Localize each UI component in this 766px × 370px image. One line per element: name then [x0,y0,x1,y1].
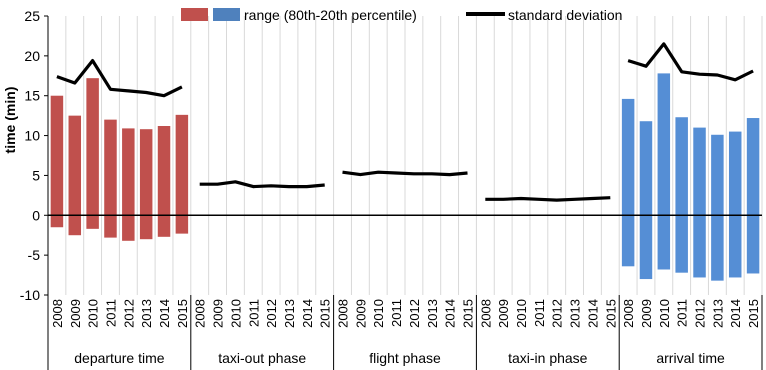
range-bar [122,128,135,241]
std-dev-line [485,196,611,202]
y-tick-label: 0 [32,207,40,223]
range-bar [104,119,117,238]
y-tick-label: -10 [20,287,40,303]
y-tick-label: 5 [32,167,40,183]
year-label: 2013 [282,299,297,328]
year-label: 2008 [50,299,65,328]
range-bar [621,98,635,267]
group-label: taxi-out phase [218,350,306,366]
range-bar [50,95,64,228]
range-bar [68,115,82,236]
year-label: 2010 [514,299,529,328]
group-label: departure time [74,350,164,366]
year-label: 2009 [68,299,83,328]
gridlines [47,16,763,295]
y-tick-label: 20 [24,48,40,64]
range-bars [50,73,760,281]
legend-range-label: range (80th-20th percentile) [244,7,417,23]
range-bar [86,78,99,229]
range-bar [639,121,653,280]
range-bar [746,118,760,274]
year-label: 2014 [443,299,458,328]
std-dev-line [627,42,754,82]
year-label: 2008 [478,299,493,328]
year-label: 2015 [603,299,618,328]
year-label: 2015 [461,299,476,328]
year-label: 2015 [318,299,333,328]
y-tick-label: 25 [24,8,40,24]
year-label: 2013 [425,299,440,328]
year-label: 2011 [104,299,119,327]
year-label: 2012 [550,299,565,328]
group-label: taxi-in phase [508,350,588,366]
year-label: 2008 [336,299,351,328]
year-label: 2012 [407,299,422,328]
legend-range-swatch-red [181,8,208,21]
year-label: 2014 [157,299,172,328]
range-bar [675,117,688,273]
year-label: 2011 [532,299,547,327]
year-label: 2012 [693,299,708,328]
x-axis: 2008 2009 2010 2011 2012 2013 2014 2015departur… [47,295,763,370]
year-label: 2010 [86,299,101,328]
year-label: 2009 [639,299,654,328]
year-label: 2009 [353,299,368,328]
year-label: 2015 [746,299,761,328]
range-bar [157,126,171,237]
group-label: flight phase [369,350,441,366]
y-axis: -10 -5 0 5 10 15 20 25 [20,8,49,303]
y-tick-label: 15 [24,88,40,104]
year-label: 2010 [371,299,386,328]
range-bar [657,73,671,270]
year-label: 2013 [710,299,725,328]
year-label: 2009 [496,299,511,328]
std-dev-line [56,58,183,98]
year-label: 2012 [121,299,136,328]
legend-range-swatch-blue [213,8,240,21]
year-label: 2011 [246,299,261,327]
y-tick-label: -5 [28,247,41,263]
range-bar [711,134,724,281]
range-bar [693,127,706,278]
year-label: 2013 [139,299,154,328]
year-label: 2014 [300,299,315,328]
year-label: 2008 [193,299,208,328]
year-label: 2014 [585,299,600,328]
year-label: 2011 [675,299,690,327]
range-bar [139,129,153,240]
range-bar [175,114,189,234]
year-label: 2008 [621,299,636,328]
std-dev-line [342,170,468,177]
year-label: 2011 [389,299,404,327]
year-label: 2010 [657,299,672,328]
y-tick-label: 10 [24,128,40,144]
year-label: 2010 [228,299,243,328]
std-dev-lines [56,42,754,202]
y-axis-label: time (min) [2,87,18,154]
legend-std-dev-label: standard deviation [508,7,622,23]
year-label: 2015 [175,299,190,328]
year-label: 2014 [728,299,743,328]
year-label: 2013 [568,299,583,328]
year-label: 2012 [264,299,279,328]
legend: range (80th-20th percentile) standard de… [181,7,622,23]
range-bar [728,131,742,278]
year-label: 2009 [211,299,226,328]
std-dev-line [199,180,325,189]
group-label: arrival time [656,350,725,366]
